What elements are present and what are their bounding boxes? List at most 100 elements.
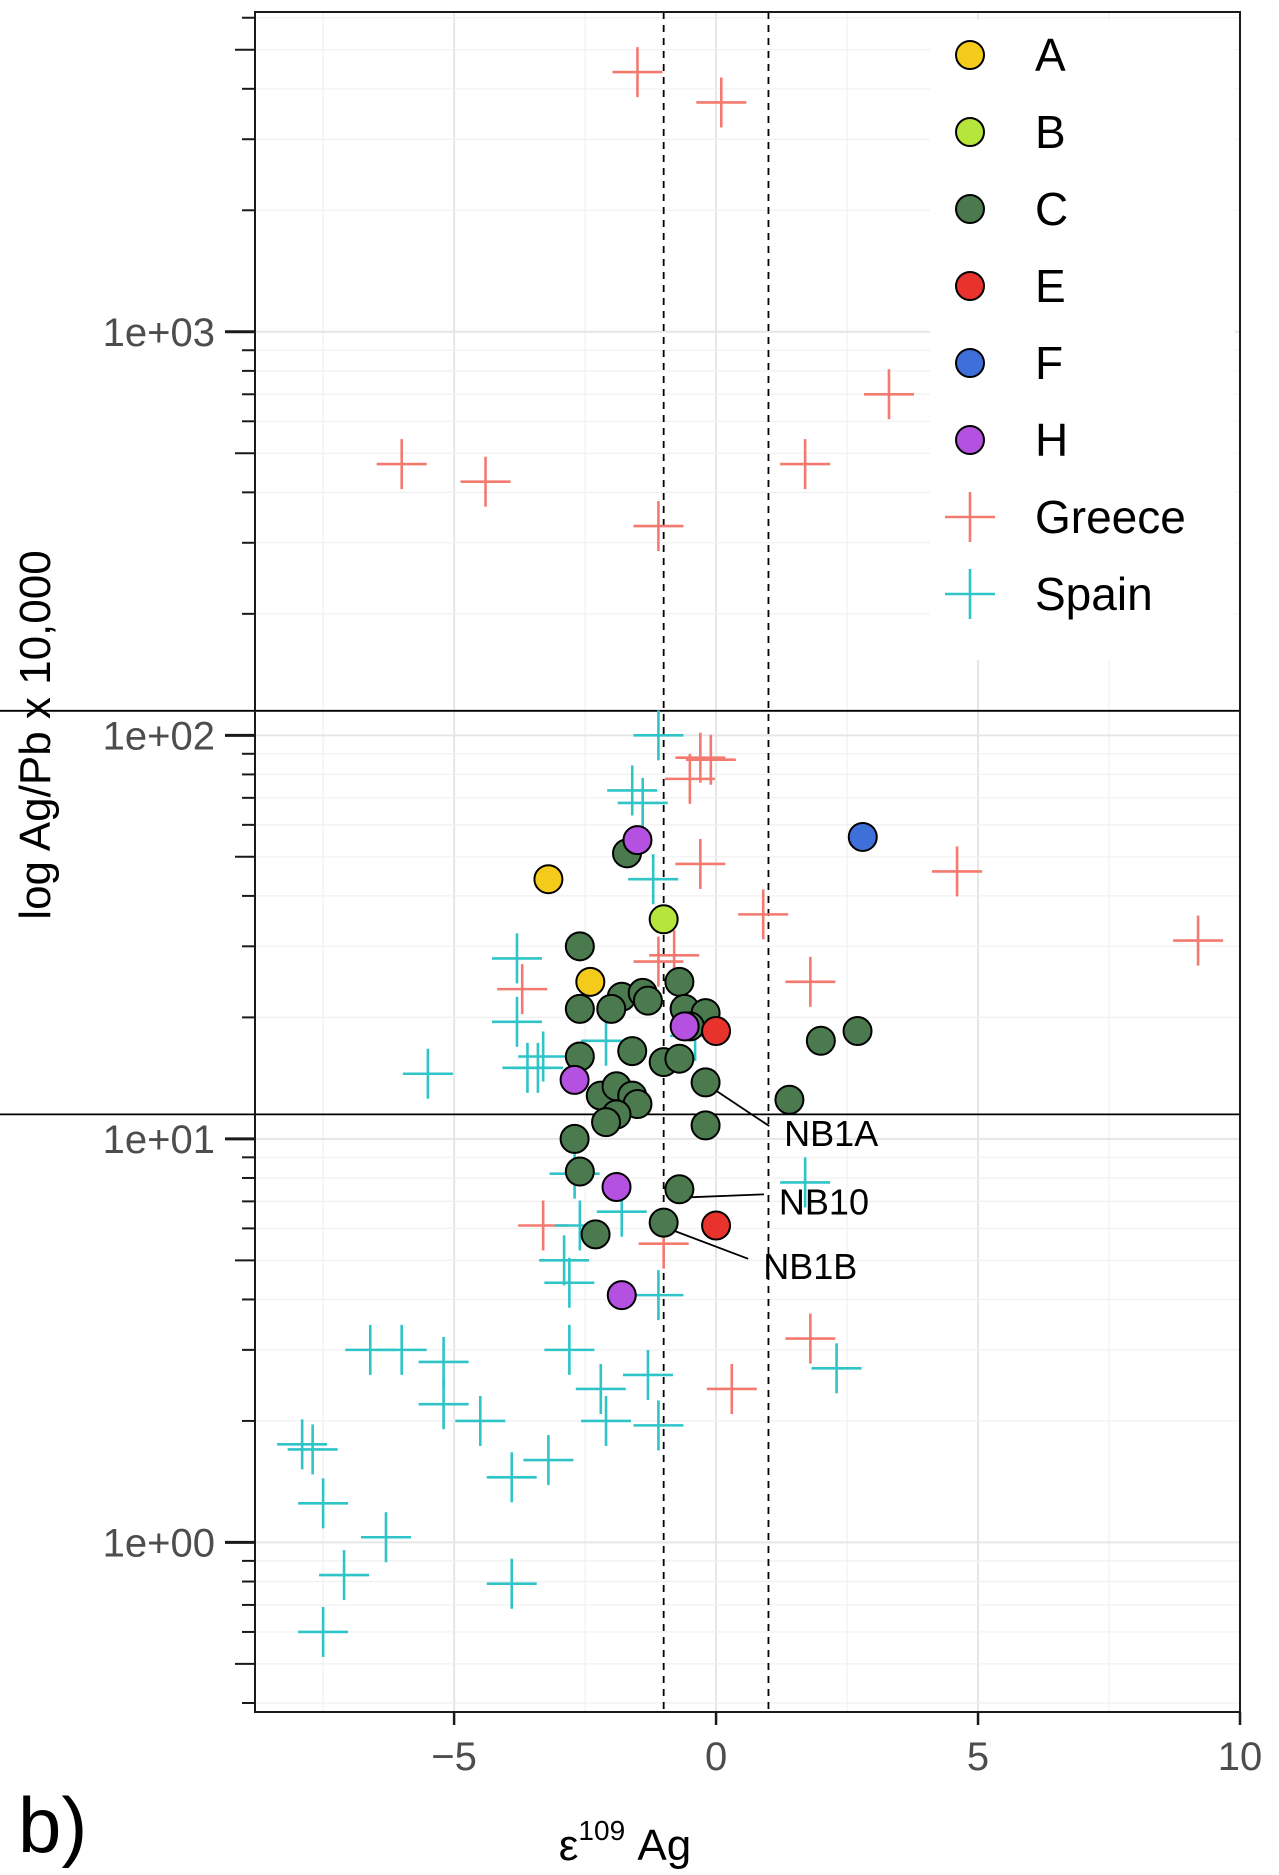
spain-plus-point — [544, 1257, 595, 1308]
spain-plus-point — [523, 1435, 574, 1486]
x-axis-title-superscript: 109 — [578, 1815, 625, 1846]
greece-plus-point — [497, 964, 548, 1015]
spain-plus-point — [581, 1395, 632, 1446]
c-circle-point — [580, 1219, 611, 1250]
legend-item-greece: Greece — [945, 491, 1186, 543]
circle-markers — [533, 821, 878, 1311]
x-axis-title: ε109 Ag — [559, 1815, 691, 1870]
legend-key-circle — [955, 348, 985, 378]
greece-plus-point — [675, 732, 726, 783]
x-tick-label: 0 — [705, 1735, 727, 1779]
c-circle-point — [842, 1016, 873, 1047]
spain-plus-point — [628, 854, 679, 905]
legend-label: F — [1035, 337, 1063, 389]
c-circle-point — [664, 1174, 695, 1205]
c-circle-point — [617, 1036, 648, 1067]
spain-plus-point — [486, 1558, 537, 1609]
spain-plus-point — [277, 1419, 328, 1470]
spain-plus-point — [633, 1400, 684, 1451]
spain-plus-point — [811, 1343, 862, 1394]
spain-plus-point — [418, 1336, 469, 1387]
legend-label: Greece — [1035, 491, 1186, 543]
spain-plus-point — [491, 996, 542, 1047]
spain-plus-point — [633, 710, 684, 761]
legend-label: H — [1035, 414, 1068, 466]
greece-plus-point — [696, 77, 747, 128]
annotation-leader-line — [673, 1229, 749, 1260]
plot-panel-border — [254, 11, 1241, 1713]
legend-label: A — [1035, 29, 1066, 81]
spain-plus-point — [402, 1048, 453, 1099]
spain-plus-point — [319, 1550, 370, 1601]
x-tick-label: 5 — [967, 1735, 989, 1779]
greece-plus-point — [738, 889, 789, 940]
h-circle-point — [669, 1011, 700, 1042]
spain-plus-point — [633, 1270, 684, 1321]
legend-key-circle — [955, 117, 985, 147]
legend-key-circle — [955, 40, 985, 70]
y-tick-label: 1e+02 — [103, 714, 215, 758]
legend-item-spain: Spain — [945, 568, 1153, 620]
y-tick-label: 1e+00 — [103, 1521, 215, 1565]
spain-plus-point — [544, 1324, 595, 1375]
spain-plus-point — [622, 1349, 673, 1400]
y-axis-title: log Ag/Pb x 10,000 — [11, 550, 60, 919]
legend-label: C — [1035, 183, 1068, 235]
h-circle-point — [601, 1171, 632, 1202]
greece-plus-point — [932, 846, 983, 897]
spain-plus-point — [607, 765, 658, 816]
c-circle-point — [690, 1067, 721, 1098]
a-circle-point — [533, 864, 564, 895]
x-tick-label: −5 — [431, 1735, 477, 1779]
x-axis-title-rest: Ag — [625, 1821, 691, 1870]
legend-label: B — [1035, 106, 1066, 158]
greece-plus-point — [633, 501, 684, 552]
c-circle-point — [774, 1084, 805, 1115]
spain-plus-point — [539, 1235, 590, 1286]
greece-plus-point — [664, 753, 715, 804]
f-circle-point — [847, 821, 878, 852]
spain-plus-point — [491, 933, 542, 984]
legend-label: Spain — [1035, 568, 1153, 620]
greece-plus-point — [685, 734, 736, 785]
legend-label: E — [1035, 260, 1066, 312]
c-circle-point — [664, 1043, 695, 1074]
legend-key-circle — [955, 271, 985, 301]
b-circle-point — [648, 904, 679, 935]
x-tick-label: 10 — [1218, 1735, 1263, 1779]
c-circle-point — [632, 985, 663, 1016]
axes: 1e+00 1e+01 1e+02 1e+03 −5 0 5 10 — [103, 16, 1263, 1779]
spain-plus-point — [455, 1395, 506, 1446]
c-circle-point — [805, 1025, 836, 1056]
c-circle-point — [564, 1156, 595, 1187]
annotation-label: NB1A — [784, 1113, 878, 1154]
legend-item-e: E — [955, 260, 1066, 312]
greece-plus-point — [460, 456, 511, 507]
spain-plus-point — [376, 1324, 427, 1375]
c-circle-point — [559, 1123, 590, 1154]
legend-item-c: C — [955, 183, 1068, 235]
legend-item-f: F — [955, 337, 1063, 389]
y-tick-label: 1e+03 — [103, 311, 215, 355]
c-circle-point — [564, 993, 595, 1024]
c-circle-point — [664, 966, 695, 997]
legend-item-b: B — [955, 106, 1066, 158]
legend-key-circle — [955, 194, 985, 224]
annotation-leader-line — [689, 1193, 764, 1199]
h-circle-point — [606, 1280, 637, 1311]
c-circle-point — [648, 1207, 679, 1238]
h-circle-point — [559, 1064, 590, 1095]
y-tick-label: 1e+01 — [103, 1118, 215, 1162]
greece-plus-point — [863, 369, 914, 420]
legend-background — [930, 20, 1235, 660]
spain-plus-point — [360, 1512, 411, 1563]
e-circle-point — [701, 1016, 732, 1047]
greece-plus-point — [612, 47, 663, 98]
annotation-label: NB10 — [779, 1181, 869, 1222]
c-circle-point — [690, 1110, 721, 1141]
greece-plus-point — [1173, 915, 1224, 966]
legend-key-circle — [955, 425, 985, 455]
annotation-leader-line — [715, 1089, 770, 1127]
